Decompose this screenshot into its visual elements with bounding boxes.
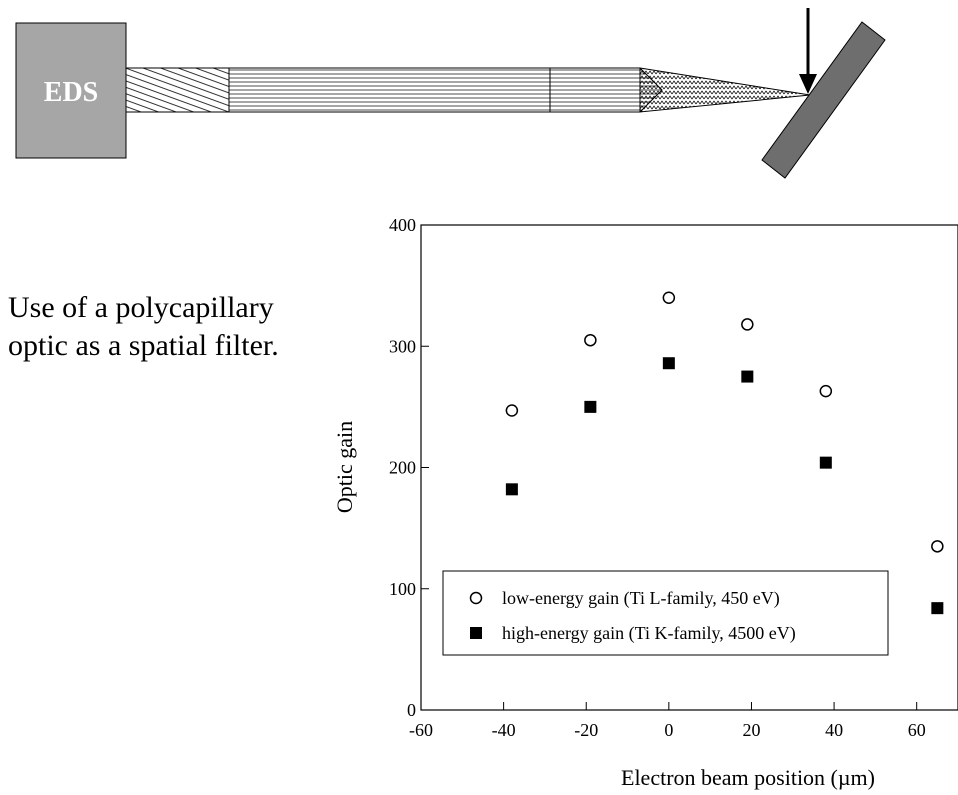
x-tick-label: 20 bbox=[742, 720, 760, 740]
beam-arrowhead bbox=[799, 74, 817, 94]
y-tick-label: 200 bbox=[389, 458, 416, 478]
optic-section bbox=[125, 67, 230, 113]
legend-label: high-energy gain (Ti K-family, 4500 eV) bbox=[502, 623, 796, 644]
y-tick-label: 0 bbox=[407, 700, 416, 720]
eds-box bbox=[15, 22, 127, 159]
point bbox=[741, 318, 754, 331]
point bbox=[505, 404, 519, 417]
point bbox=[931, 602, 944, 615]
caption: Use of a polycapillary optic as a spatia… bbox=[8, 291, 279, 362]
point bbox=[819, 456, 832, 469]
eds-label: EDS bbox=[44, 77, 98, 108]
point bbox=[584, 333, 597, 347]
legend-marker bbox=[469, 591, 483, 605]
x-tick-label: -20 bbox=[574, 720, 598, 740]
optic-cone bbox=[639, 67, 811, 113]
y-tick-label: 400 bbox=[389, 215, 416, 235]
y-tick-label: 100 bbox=[389, 579, 416, 599]
legend-marker bbox=[470, 627, 482, 639]
optic-tip bbox=[549, 67, 663, 113]
x-tick-label: 40 bbox=[825, 720, 843, 740]
point bbox=[819, 384, 833, 398]
x-tick-label: 0 bbox=[664, 720, 673, 740]
sample bbox=[761, 21, 886, 179]
point bbox=[741, 370, 754, 383]
diagram: EDS bbox=[15, 8, 886, 179]
point bbox=[505, 483, 518, 496]
x-tick-label: -60 bbox=[409, 720, 433, 740]
legend-box bbox=[442, 570, 889, 656]
x-tick-label: -40 bbox=[492, 720, 516, 740]
y-tick-label: 300 bbox=[389, 336, 416, 356]
point bbox=[584, 400, 597, 413]
x-axis-label: Electron beam position (µm) bbox=[621, 765, 875, 790]
y-axis-label: Optic gain bbox=[332, 421, 357, 513]
x-tick-label: 60 bbox=[908, 720, 926, 740]
point bbox=[931, 540, 944, 553]
point bbox=[662, 291, 676, 304]
optic-section bbox=[228, 67, 551, 113]
legend-label: low-energy gain (Ti L-family, 450 eV) bbox=[502, 588, 780, 609]
point bbox=[662, 357, 675, 370]
